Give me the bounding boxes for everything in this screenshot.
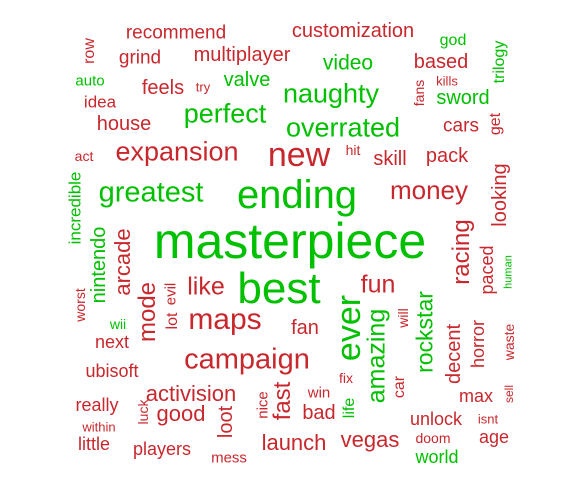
word-kills: kills [436,73,458,89]
word-next: next [94,332,130,352]
word-get: get [487,112,504,136]
word-horror: horror [468,319,488,369]
word-expansion: expansion [115,136,239,167]
word-sell: sell [502,384,516,404]
word-best: best [237,264,321,313]
word-waste: waste [501,323,517,361]
word-fast: fast [269,381,296,421]
word-valve: valve [223,69,271,91]
word-hit: hit [345,142,361,158]
word-trilogy: trilogy [491,40,508,84]
word-rockstar: rockstar [411,291,438,373]
word-row: row [81,38,98,64]
word-god: god [439,32,467,49]
word-decent: decent [443,323,465,385]
word-life: life [341,397,358,419]
word-racing: racing [448,219,475,285]
word-human: human [502,255,515,289]
word-arcade: arcade [110,228,135,296]
word-try: try [195,79,211,95]
word-house: house [96,113,152,135]
word-ubisoft: ubisoft [85,361,139,381]
word-nintendo: nintendo [88,226,110,304]
word-ending: ending [236,173,358,217]
word-nice: nice [254,391,272,419]
word-loot: loot [215,405,237,439]
word-act: act [74,148,94,164]
word-money: money [389,175,469,205]
word-isnt: isnt [477,411,499,427]
word-sword: sword [436,87,490,109]
word-fans: fans [411,79,427,107]
word-unlock: unlock [409,409,463,429]
word-idea: idea [83,92,117,112]
word-based: based [413,51,469,73]
word-max: max [458,386,494,406]
word-customization: customization [291,20,415,42]
word-world: world [415,447,459,467]
word-grind: grind [118,47,162,69]
word-paced: paced [477,245,497,295]
word-evil: evil [162,282,180,306]
word-activision: activision [145,381,237,406]
word-recommend: recommend [125,22,227,44]
word-fan: fan [291,317,319,339]
word-incredible: incredible [65,171,85,245]
word-launch: launch [261,430,327,455]
word-mode: mode [134,281,161,343]
word-players: players [132,439,192,459]
word-ever: ever [330,294,368,362]
word-cars: cars [443,115,479,137]
word-pack: pack [425,145,469,167]
word-little: little [77,434,111,454]
word-will: will [395,308,411,328]
word-skill: skill [373,148,407,170]
word-video: video [322,51,374,75]
word-masterpiece: masterpiece [153,213,427,269]
word-feels: feels [141,77,185,99]
word-campaign: campaign [184,343,310,376]
word-amazing: amazing [362,308,391,404]
word-worst: worst [72,288,88,322]
word-really: really [75,395,119,415]
word-wii: wii [109,316,127,332]
word-fun: fun [360,270,396,299]
word-overrated: overrated [285,112,401,143]
word-mess: mess [211,449,247,467]
word-maps: maps [188,303,262,336]
word-multiplayer: multiplayer [193,44,291,66]
word-good: good [156,401,206,426]
word-luck: luck [135,399,151,425]
word-perfect: perfect [183,98,267,129]
word-greatest: greatest [98,176,204,209]
word-bad: bad [302,402,336,424]
word-win: win [307,384,331,402]
word-naughty: naughty [282,78,380,109]
word-within: within [82,419,116,435]
word-fix: fix [339,370,353,386]
word-lot: lot [164,312,181,330]
word-auto: auto [75,72,105,90]
word-vegas: vegas [340,427,400,452]
word-like: like [187,272,225,301]
word-car: car [391,375,408,399]
word-age: age [478,427,510,447]
word-new: new [267,136,331,174]
word-looking: looking [489,163,511,227]
word-doom: doom [415,430,451,446]
